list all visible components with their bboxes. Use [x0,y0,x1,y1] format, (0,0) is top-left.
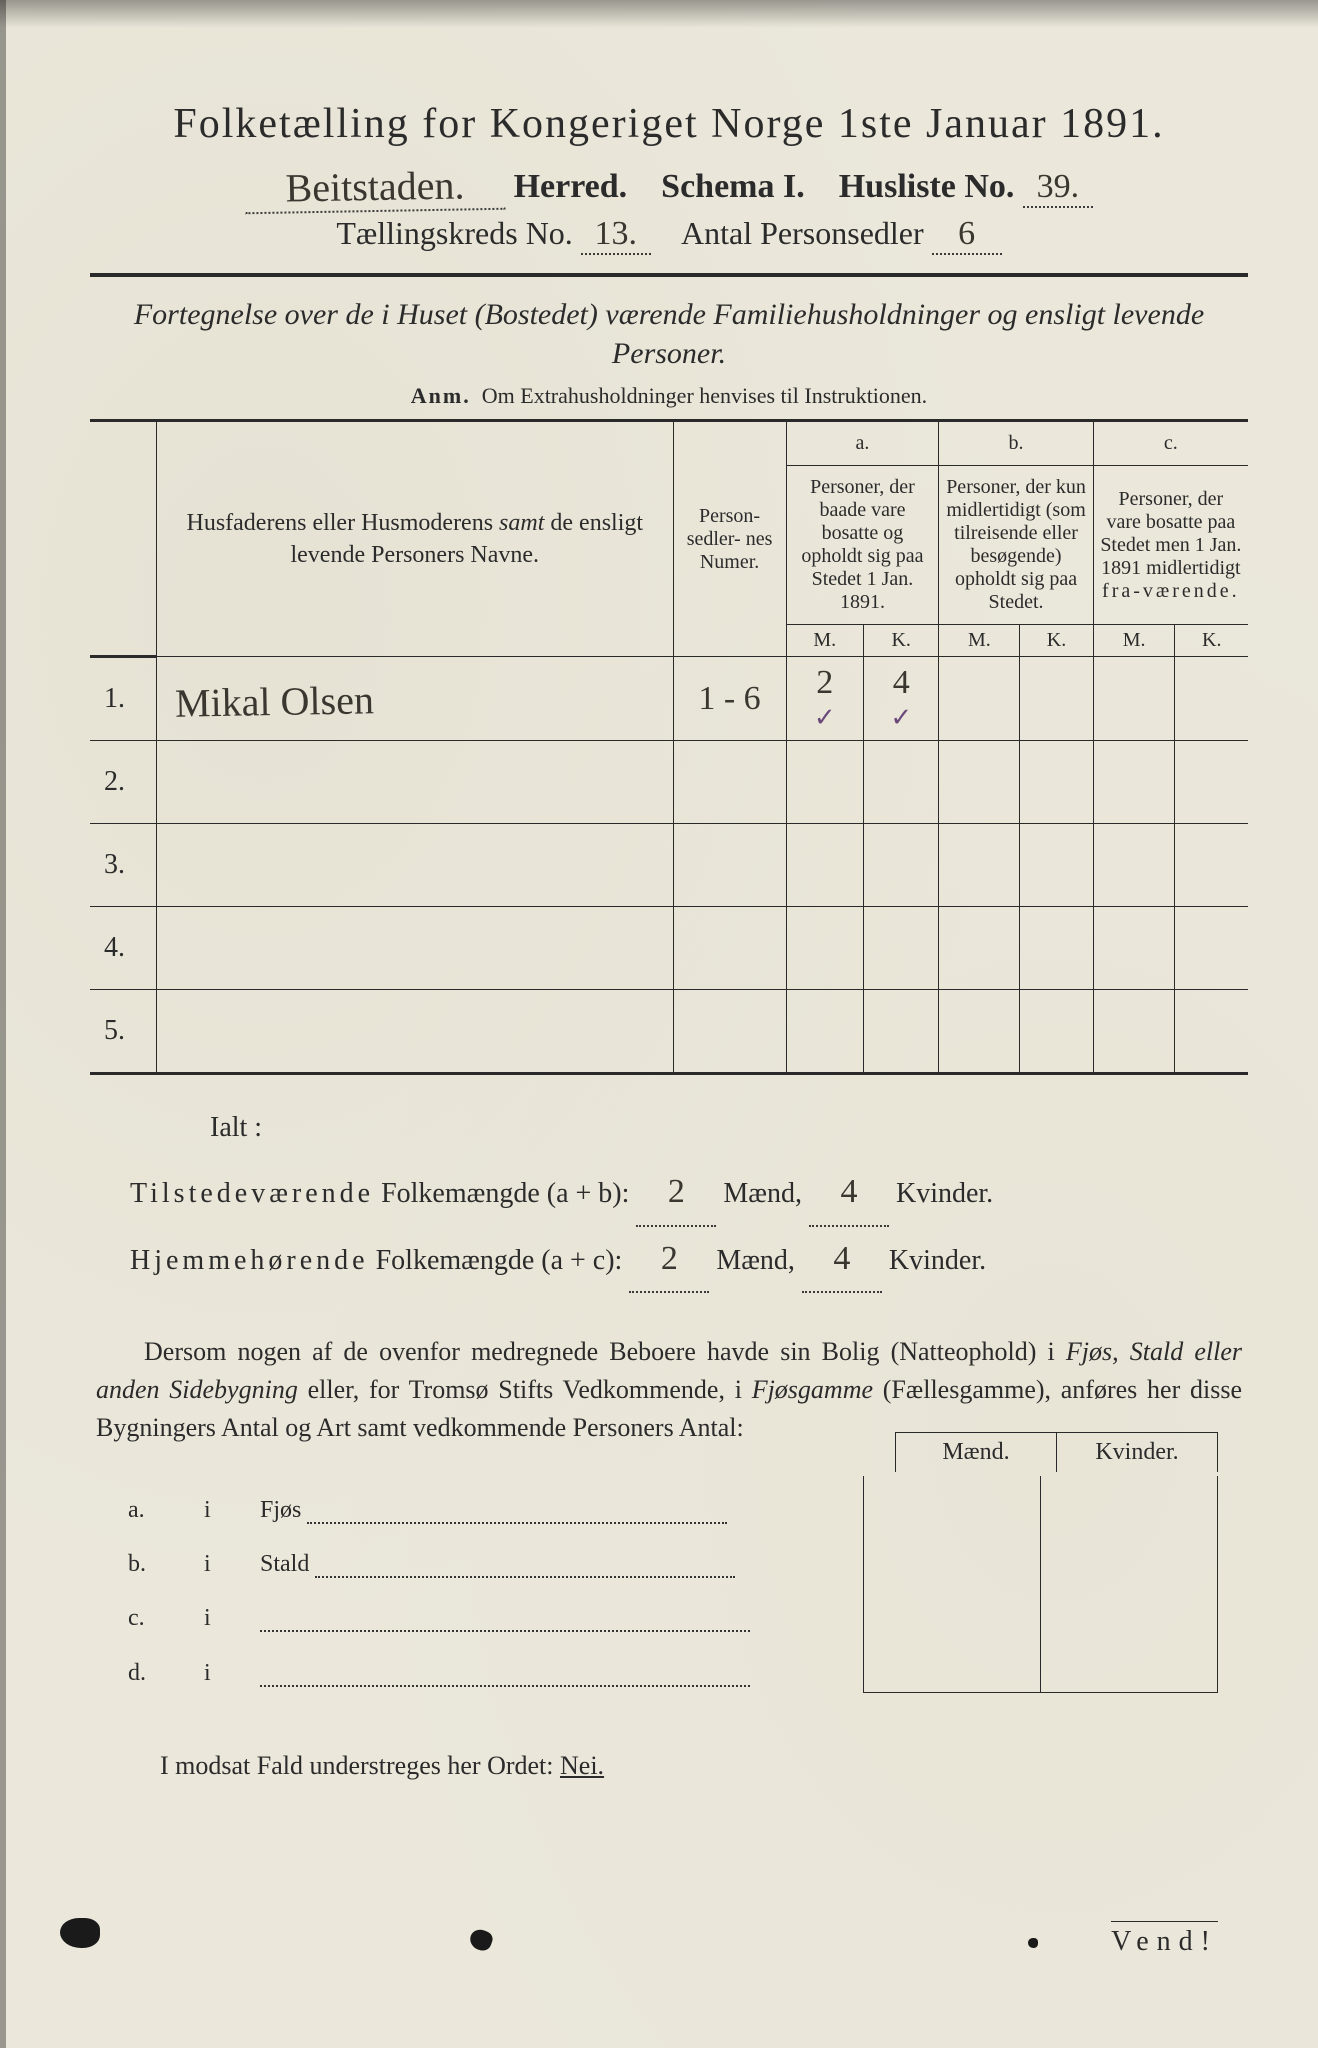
totals-block: Ialt : Tilstedeværende Folkemængde (a + … [130,1101,1248,1293]
col-b-text: Personer, der kun midlertidigt (som tilr… [939,466,1093,625]
col-a-label: a. [786,421,939,466]
col-a-m: M. [786,625,864,657]
table-row: 3. [90,824,1248,907]
col-names: Husfaderens eller Husmoderens samt de en… [157,421,674,657]
row-b-k [1020,657,1093,741]
husliste-no: 39. [1023,168,1093,208]
instruction-paragraph: Dersom nogen af de ovenfor medregnede Be… [96,1333,1242,1446]
kreds-label: Tællingskreds No. [336,215,572,251]
table-row: 1. Mikal Olsen 1 - 6 2✓ 4✓ [90,657,1248,741]
col-c-text: Personer, der vare bosatte paa Stedet me… [1093,466,1248,625]
small-table-header: Mænd. Kvinder. [895,1432,1218,1472]
outbuilding-table: Mænd. Kvinder. a. i Fjøs b. i Stald c. i [120,1476,1218,1693]
kreds-no: 13. [581,215,651,255]
col-a-text: Personer, der baade vare bosatte og opho… [786,466,939,625]
anm-label: Anm. [411,383,471,408]
page-title: Folketælling for Kongeriget Norge 1ste J… [90,100,1248,148]
small-head-k: Kvinder. [1056,1432,1218,1472]
herred-label: Herred. [514,168,628,205]
row-name: Mikal Olsen [157,657,674,741]
row-c-k [1175,657,1248,741]
nei-word: Nei. [560,1751,604,1780]
husliste-label: Husliste No. [839,168,1015,205]
small-row: b. i Stald [120,1530,1218,1584]
personsedler-label: Antal Personsedler [681,215,924,251]
col-b-m: M. [939,625,1020,657]
nei-line: I modsat Fald understreges her Ordet: Ne… [160,1751,1248,1781]
row-a-k: 4✓ [864,657,939,741]
col-c-m: M. [1093,625,1175,657]
ink-spot [1028,1938,1038,1948]
census-form-page: Folketælling for Kongeriget Norge 1ste J… [0,0,1318,2048]
herred-handwritten: Beitstaden. [245,161,506,215]
schema-label: Schema I. [661,168,805,205]
table-row: 4. [90,907,1248,990]
annotation-line: Anm. Om Extrahusholdninger henvises til … [90,383,1248,409]
l2-m: 2 [629,1227,709,1294]
ink-spot [467,1927,495,1953]
l1-m: 2 [636,1160,716,1227]
header-line-2: Beitstaden. Herred. Schema I. Husliste N… [90,160,1248,209]
turn-page-label: Vend! [1111,1921,1218,1958]
table-row: 2. [90,741,1248,824]
row-b-m [939,657,1020,741]
totals-line-1: Tilstedeværende Folkemængde (a + b): 2 M… [130,1160,1248,1227]
anm-text: Om Extrahusholdninger henvises til Instr… [482,383,927,408]
row-a-m: 2✓ [786,657,864,741]
l2-k: 4 [802,1227,882,1294]
row-number: 1. [90,657,157,741]
small-row: c. i [120,1584,1218,1638]
small-row: d. i [120,1638,1218,1693]
small-head-m: Mænd. [895,1432,1056,1472]
l1-k: 4 [809,1160,889,1227]
col-c-label: c. [1093,421,1248,466]
col-b-label: b. [939,421,1093,466]
row-numer: 1 - 6 [673,657,786,741]
household-table: Husfaderens eller Husmoderens samt de en… [90,419,1248,1075]
small-row: a. i Fjøs [120,1476,1218,1530]
col-c-k: K. [1175,625,1248,657]
col-b-k: K. [1020,625,1093,657]
ialt-label: Ialt : [210,1101,1248,1154]
totals-line-2: Hjemmehørende Folkemængde (a + c): 2 Mæn… [130,1227,1248,1294]
header-line-3: Tællingskreds No. 13. Antal Personsedler… [90,215,1248,255]
col-rownum [90,421,157,657]
col-a-k: K. [864,625,939,657]
table-row: 5. [90,990,1248,1074]
ink-spot [60,1918,100,1948]
form-subheading: Fortegnelse over de i Huset (Bostedet) v… [130,295,1208,373]
divider-rule [90,273,1248,277]
row-c-m [1093,657,1175,741]
col-numer: Person- sedler- nes Numer. [673,421,786,657]
personsedler-no: 6 [932,215,1002,255]
